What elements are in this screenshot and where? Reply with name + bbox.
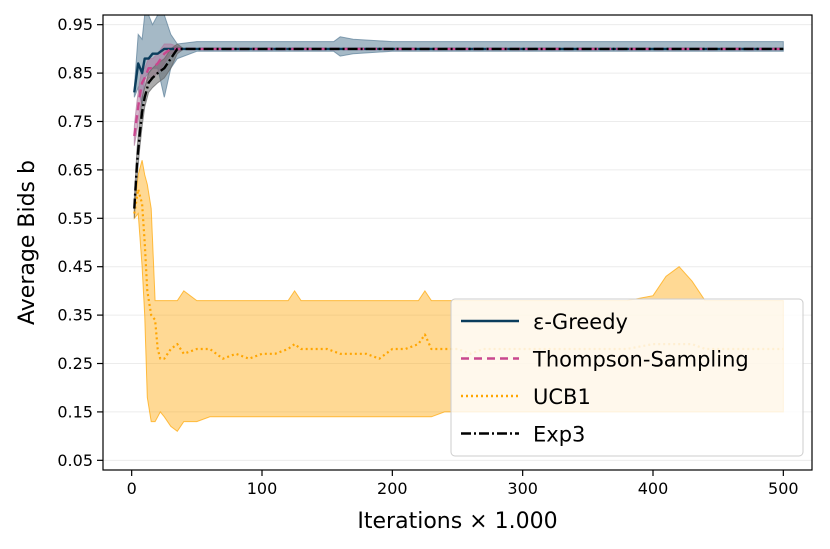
y-tick-label-4: 0.45 xyxy=(57,257,93,276)
y-tick-label-0: 0.05 xyxy=(57,451,93,470)
y-tick-label-3: 0.35 xyxy=(57,306,93,325)
y-tick-label-8: 0.85 xyxy=(57,64,93,83)
series-3-band xyxy=(133,43,784,219)
x-axis-ticks: 0 100 200 300 400 500 xyxy=(127,470,799,498)
x-tick-label-0: 0 xyxy=(127,479,137,498)
y-tick-label-1: 0.15 xyxy=(57,402,93,421)
series-0-line xyxy=(133,47,784,93)
legend-label-0: ε-Greedy xyxy=(533,310,628,334)
x-tick-label-3: 300 xyxy=(507,479,538,498)
legend: ε-Greedy Thompson-Sampling UCB1 Exp3 xyxy=(450,298,804,457)
y-axis-ticks: 0.05 0.15 0.25 0.35 0.45 0.55 0.65 0.75 0.85 0.95 xyxy=(57,15,103,470)
x-tick-label-2: 200 xyxy=(377,479,408,498)
y-tick-label-5: 0.55 xyxy=(57,209,93,228)
x-tick-label-4: 400 xyxy=(638,479,669,498)
x-tick-label-1: 100 xyxy=(247,479,278,498)
grid xyxy=(103,24,812,461)
y-tick-label-6: 0.65 xyxy=(57,160,93,179)
x-axis-label: Iterations × 1.000 xyxy=(357,509,557,534)
series-1-line xyxy=(133,47,784,137)
y-tick-label-7: 0.75 xyxy=(57,112,93,131)
series-0-band xyxy=(133,14,784,108)
legend-label-1: Thompson-Sampling xyxy=(532,348,749,372)
y-tick-label-2: 0.25 xyxy=(57,354,93,373)
x-tick-label-5: 500 xyxy=(768,479,799,498)
series-1-band xyxy=(133,43,784,146)
y-axis-label: Average Bids b xyxy=(15,160,40,325)
legend-label-3: Exp3 xyxy=(533,423,585,447)
plot-area-frame xyxy=(102,14,813,471)
legend-box xyxy=(450,298,804,457)
y-tick-label-9: 0.95 xyxy=(57,15,93,34)
series-3-line xyxy=(133,47,784,209)
legend-label-2: UCB1 xyxy=(533,385,591,409)
